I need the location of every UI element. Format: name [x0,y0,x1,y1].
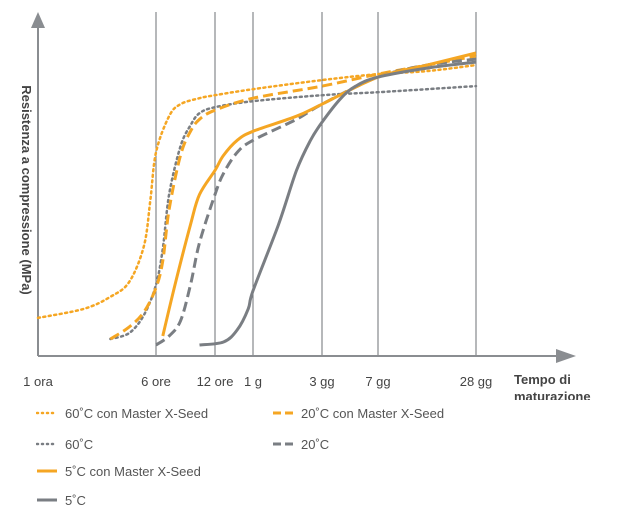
x-axis-label-line: Tempo di [514,372,571,387]
legend-swatch [273,442,293,446]
legend-label: 60˚C con Master X-Seed [65,405,209,421]
x-tick-label: 7 gg [365,374,390,389]
legend-label: 5˚C [65,492,86,508]
y-axis-arrow [31,12,45,28]
series-line [36,63,478,320]
legend-swatch [37,469,57,473]
x-tick-label: 1 g [244,374,262,389]
x-tick-label: 3 gg [309,374,334,389]
x-tick-label: 28 gg [460,374,493,389]
series-line [155,57,477,347]
series-line [199,60,477,347]
legend-label: 20˚C [301,436,330,452]
x-tick-label: 1 ora [23,374,53,389]
legend-item: 20˚C con Master X-Seed [272,404,444,422]
x-tick-labels: 1 ora 6 ore 12 ore 1 g 3 gg 7 gg 28 gg [23,374,492,389]
legend-item: 20˚C [272,435,329,453]
legend-item: 60˚C [36,435,93,453]
legend-swatch [36,442,58,446]
legend-swatch [37,498,57,502]
legend-swatch [273,411,293,415]
chart-canvas: 1 ora 6 ore 12 ore 1 g 3 gg 7 gg 28 gg Resiste… [19,12,591,400]
x-axis-label: Tempo di maturazione [514,372,591,400]
y-axis-label: Resistenza a compressione (MPa) [19,85,34,295]
x-axis-arrow [556,349,576,363]
series-layer [36,51,478,347]
legend-item: 5˚C [36,491,86,509]
legend-swatch [36,411,58,415]
series-line [109,54,477,341]
gridlines [155,12,477,356]
x-axis-label-line: maturazione [514,389,591,400]
legend-label: 5˚C con Master X-Seed [65,463,201,479]
legend-label: 60˚C [65,436,94,452]
legend-item: 60˚C con Master X-Seed [36,404,208,422]
axes [31,12,576,363]
legend-label: 20˚C con Master X-Seed [301,405,445,421]
legend-item: 5˚C con Master X-Seed [36,462,201,480]
x-tick-label: 6 ore [141,374,171,389]
x-tick-label: 12 ore [197,374,234,389]
